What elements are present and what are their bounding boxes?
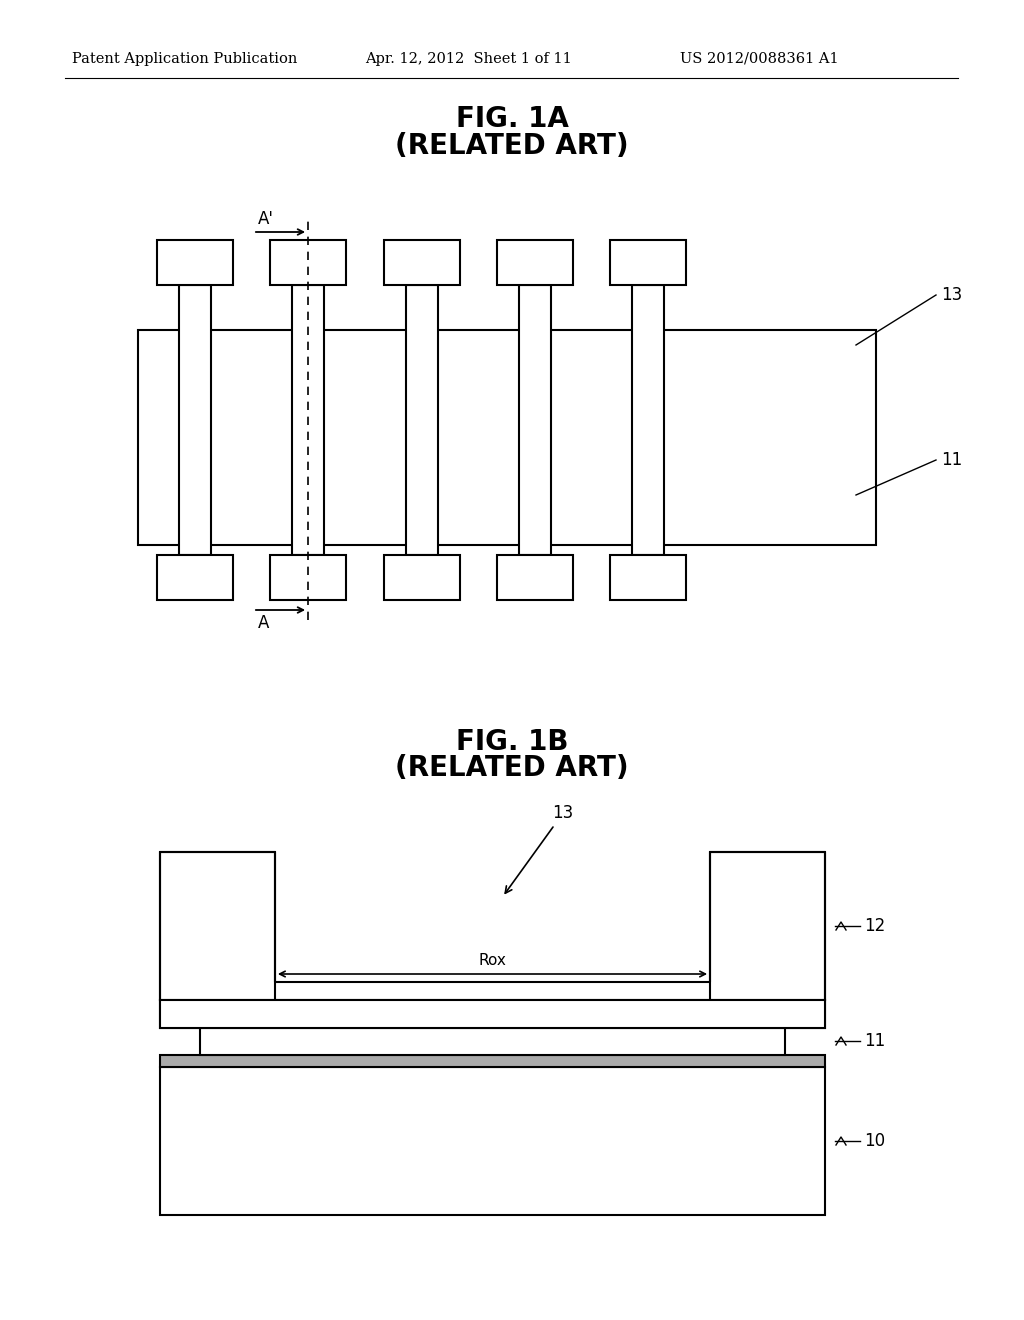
Bar <box>157 554 233 601</box>
Bar <box>406 285 438 554</box>
Bar <box>497 554 573 601</box>
Text: 11: 11 <box>864 1032 886 1049</box>
Text: 12: 12 <box>864 917 886 935</box>
Text: Patent Application Publication: Patent Application Publication <box>72 51 297 66</box>
Bar <box>292 285 324 554</box>
Bar <box>632 285 664 554</box>
Bar <box>160 1001 825 1028</box>
Bar <box>610 240 686 285</box>
Text: A: A <box>258 614 269 632</box>
Bar <box>160 1067 825 1214</box>
Bar <box>384 240 460 285</box>
Bar <box>160 851 275 1001</box>
Text: (RELATED ART): (RELATED ART) <box>395 132 629 160</box>
Bar <box>138 330 876 545</box>
Text: Rox: Rox <box>478 953 507 968</box>
Text: 13: 13 <box>505 804 573 894</box>
Text: (RELATED ART): (RELATED ART) <box>395 754 629 781</box>
Text: FIG. 1A: FIG. 1A <box>456 106 568 133</box>
Bar <box>270 240 346 285</box>
Text: Apr. 12, 2012  Sheet 1 of 11: Apr. 12, 2012 Sheet 1 of 11 <box>365 51 571 66</box>
Text: 13: 13 <box>941 286 963 304</box>
Bar <box>200 1027 785 1055</box>
Text: 11: 11 <box>941 451 963 469</box>
Bar <box>160 1001 825 1028</box>
Bar <box>610 554 686 601</box>
Bar <box>384 554 460 601</box>
Bar <box>157 240 233 285</box>
Bar <box>179 285 211 554</box>
Text: US 2012/0088361 A1: US 2012/0088361 A1 <box>680 51 839 66</box>
Text: A': A' <box>258 210 274 228</box>
Text: FIG. 1B: FIG. 1B <box>456 729 568 756</box>
Bar <box>270 554 346 601</box>
Bar <box>710 851 825 1001</box>
Text: 10: 10 <box>864 1133 885 1150</box>
Bar <box>519 285 551 554</box>
Bar <box>160 1055 825 1067</box>
Bar <box>497 240 573 285</box>
